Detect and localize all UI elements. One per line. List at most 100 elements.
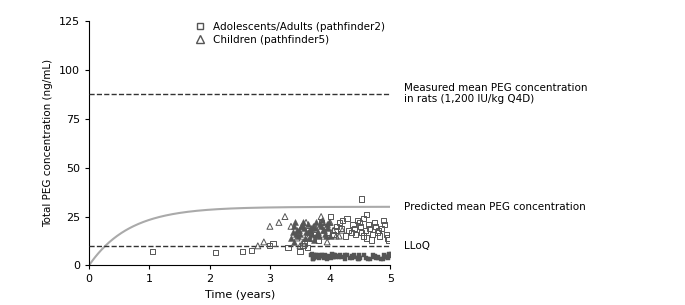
Point [379,222,390,227]
Point [336,226,347,231]
Point [319,224,329,229]
Point [321,256,332,261]
Point [384,253,395,258]
Point [369,220,379,225]
Point [354,256,365,261]
Point [334,254,345,259]
Point [319,228,329,233]
Point [312,230,323,235]
Point [360,228,371,233]
Point [339,252,350,257]
Point [295,249,306,254]
Point [297,220,308,225]
Point [320,232,331,237]
Point [310,255,321,260]
Point [292,228,303,233]
Text: Measured mean PEG concentration
in rats (1,200 IU/kg Q4D): Measured mean PEG concentration in rats … [404,83,588,104]
Point [327,232,338,237]
Point [337,218,348,223]
Point [305,228,316,233]
Point [314,234,325,239]
Point [352,218,363,223]
Point [329,228,340,233]
Point [288,224,299,229]
Point [369,254,379,259]
Point [299,226,310,231]
Point [353,255,364,260]
Point [318,253,329,258]
Point [364,226,375,231]
Point [296,224,307,229]
Point [376,226,387,231]
Point [286,224,297,229]
Point [319,255,329,260]
Point [308,224,319,229]
Point [312,232,323,237]
Point [306,252,316,257]
Point [382,256,393,260]
Point [331,234,342,239]
Point [264,224,275,229]
Point [323,226,334,231]
Point [331,224,342,229]
Point [302,230,313,235]
Point [308,257,319,261]
Point [372,230,383,235]
Point [267,242,278,246]
Point [327,253,338,258]
Point [299,235,310,240]
Point [334,220,345,225]
Point [349,252,360,257]
Point [279,214,290,219]
Point [314,222,325,227]
Point [358,234,369,239]
Point [366,238,377,242]
Point [308,256,319,261]
Point [377,256,388,261]
Point [307,232,318,237]
Point [147,249,158,254]
Point [337,228,348,233]
Point [302,245,313,250]
Point [334,234,345,239]
Point [307,235,318,240]
Point [310,224,321,229]
Point [372,256,383,261]
Point [329,255,340,260]
Point [353,253,364,257]
Point [340,234,351,239]
Point [264,243,275,248]
Point [379,254,390,259]
Point [273,220,284,225]
Point [295,243,306,248]
Point [316,224,327,229]
Point [299,242,310,246]
Point [383,238,394,242]
Point [288,239,299,244]
Point [315,254,326,259]
Point [312,253,323,258]
Point [358,252,369,257]
Point [381,255,392,260]
Point [342,228,353,233]
Point [355,224,366,229]
Point [258,239,269,244]
Point [327,254,338,259]
Point [311,220,322,225]
Point [317,228,328,233]
Text: LLoQ: LLoQ [404,241,430,251]
Point [330,254,341,259]
Point [361,212,372,217]
Point [210,250,221,255]
Point [237,249,248,254]
Point [317,218,328,223]
Point [322,222,333,227]
Point [310,226,321,231]
Point [329,253,340,258]
Point [312,232,323,237]
Point [349,226,360,231]
Point [377,218,388,223]
Point [368,252,379,257]
Point [322,239,333,244]
Point [329,253,340,257]
